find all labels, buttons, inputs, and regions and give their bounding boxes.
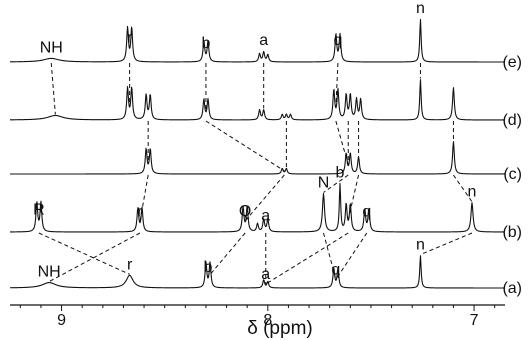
series-label: (e) <box>502 54 522 71</box>
peak-label: a <box>259 32 268 49</box>
peak-label: NH <box>38 264 61 281</box>
peak-label: NH <box>40 39 63 56</box>
series-label: (c) <box>503 166 522 183</box>
series-label: (b) <box>502 224 522 241</box>
peak-label: R <box>33 201 45 218</box>
series-label: (a) <box>502 280 522 297</box>
x-tick-label: 8 <box>263 312 272 329</box>
peak-label: a <box>261 266 270 283</box>
peak-label: r <box>127 29 133 46</box>
correlation-line <box>48 232 141 283</box>
x-axis: 9 8 7 <box>10 304 505 329</box>
spectrum-trace-a <box>9 255 506 289</box>
peak-label: n <box>416 0 425 17</box>
peak-label: r <box>127 256 133 273</box>
spectrum-trace-d <box>9 79 506 121</box>
spectra-traces <box>9 18 506 289</box>
x-tick-label: 9 <box>57 312 66 329</box>
peak-label: b <box>336 164 345 181</box>
correlation-line <box>453 174 473 203</box>
correlation-line <box>50 62 56 115</box>
peak-label: r <box>137 204 143 221</box>
x-axis-label: δ (ppm) <box>247 318 312 339</box>
correlation-lines <box>38 62 473 285</box>
correlation-line <box>335 62 339 107</box>
peak-label: Q <box>239 203 251 220</box>
correlation-line <box>265 232 349 285</box>
correlation-line <box>207 232 246 278</box>
peak-label: a <box>261 208 270 225</box>
series-label: (d) <box>502 112 522 129</box>
peak-label: n <box>416 237 425 254</box>
spectrum-trace-b <box>9 182 506 233</box>
correlation-line <box>335 232 368 280</box>
correlation-line <box>205 120 285 172</box>
correlation-line <box>38 232 130 275</box>
spectrum-trace-e <box>9 18 506 63</box>
peak-label: q <box>362 204 371 221</box>
peak-label: b <box>204 259 213 276</box>
series-labels: (e) (d) (c) (b) (a) <box>502 54 522 297</box>
peak-label: N <box>318 174 330 191</box>
peak-label: q <box>333 32 342 49</box>
peak-label: n <box>468 184 477 201</box>
correlation-line <box>420 232 473 256</box>
peak-label: b <box>201 35 210 52</box>
correlation-line <box>323 174 349 193</box>
peak-label: q <box>331 261 340 278</box>
x-tick-label: 7 <box>470 312 479 329</box>
correlation-line <box>335 120 349 165</box>
correlation-line <box>244 174 285 222</box>
correlation-line <box>323 232 337 280</box>
correlation-line <box>139 174 149 222</box>
spectrum-trace-c <box>9 141 506 175</box>
